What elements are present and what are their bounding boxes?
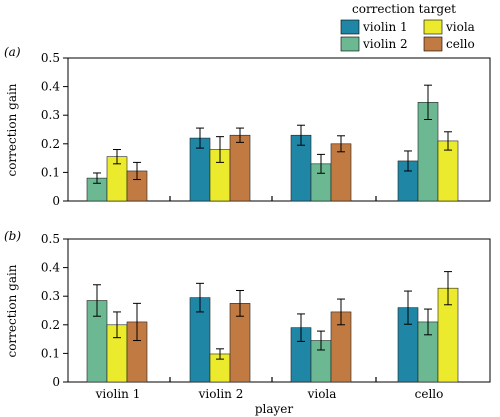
plot-frame-b	[67, 238, 491, 383]
legend-swatch-violin-1	[340, 19, 360, 35]
x-axis-title: player	[255, 402, 294, 416]
y-tick-label: 0.5	[41, 232, 60, 246]
y-tick-label: 0.4	[41, 261, 60, 275]
y-tick-label: 0.1	[41, 165, 60, 179]
y-tick-label: 0.1	[41, 346, 60, 360]
y-axis-title-b: correction gain	[5, 264, 19, 357]
bar	[330, 143, 352, 202]
y-axis-title-a: correction gain	[5, 83, 19, 176]
y-tick-label: 0	[52, 375, 60, 389]
legend-label-violin-2: violin 2	[362, 37, 408, 51]
legend-title: correction target	[352, 2, 456, 16]
legend-label-viola: viola	[445, 20, 475, 34]
panel-label-a: (a)	[4, 45, 21, 59]
y-tick-label: 0.3	[41, 108, 60, 122]
y-tick-label: 0.4	[41, 80, 60, 94]
panel-label-b: (b)	[4, 229, 21, 243]
legend: correction target violin 1 viola violin …	[340, 2, 475, 52]
bar	[229, 134, 251, 202]
x-tick-label: cello	[415, 387, 444, 401]
legend-swatch-viola	[423, 19, 443, 35]
legend-label-violin-1: violin 1	[362, 20, 408, 34]
legend-swatch-cello	[423, 36, 443, 52]
y-tick-label: 0.3	[41, 289, 60, 303]
x-tick-label: violin 1	[95, 387, 141, 401]
panel-a: (a) correction gain 0 0.1 0.2 0.3 0.4 0.5	[4, 45, 491, 208]
legend-label-cello: cello	[446, 37, 475, 51]
x-axis-labels: violin 1 violin 2 viola cello	[95, 387, 444, 401]
y-tick-label: 0.5	[41, 51, 60, 65]
x-tick-label: viola	[307, 387, 337, 401]
plot-frame-a	[67, 57, 491, 202]
y-tick-label: 0.2	[41, 137, 60, 151]
y-tick-label: 0.2	[41, 318, 60, 332]
y-tick-label: 0	[52, 194, 60, 208]
legend-swatch-violin-2	[340, 36, 360, 52]
panel-b: (b) correction gain 0 0.1 0.2 0.3 0.4 0.5	[4, 229, 491, 389]
x-tick-label: violin 2	[198, 387, 244, 401]
